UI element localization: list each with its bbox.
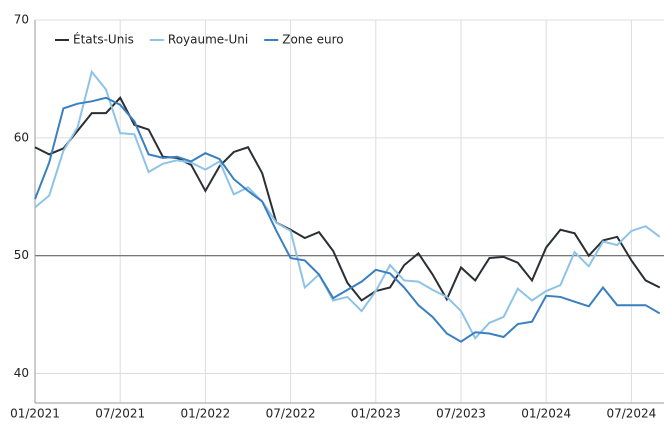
y-tick-label: 60 bbox=[14, 130, 29, 144]
x-tick-label: 01/2023 bbox=[351, 407, 401, 421]
y-tick-label: 50 bbox=[14, 248, 29, 262]
series-line bbox=[34, 96, 661, 302]
x-tick-label: 01/2022 bbox=[180, 407, 230, 421]
x-tick-label: 07/2023 bbox=[436, 407, 486, 421]
legend-label: Zone euro bbox=[282, 33, 343, 47]
x-tick-label: 01/2024 bbox=[521, 407, 571, 421]
series-line bbox=[34, 96, 661, 343]
series-line bbox=[34, 69, 661, 340]
y-tick-label: 40 bbox=[14, 366, 29, 380]
x-tick-label: 07/2024 bbox=[606, 407, 656, 421]
y-tick-label: 70 bbox=[14, 13, 29, 27]
legend-label: Royaume-Uni bbox=[168, 33, 248, 47]
x-tick-label: 01/2021 bbox=[10, 407, 60, 421]
legend-label: États-Unis bbox=[73, 32, 134, 47]
x-tick-label: 07/2022 bbox=[266, 407, 316, 421]
x-tick-label: 07/2021 bbox=[95, 407, 145, 421]
